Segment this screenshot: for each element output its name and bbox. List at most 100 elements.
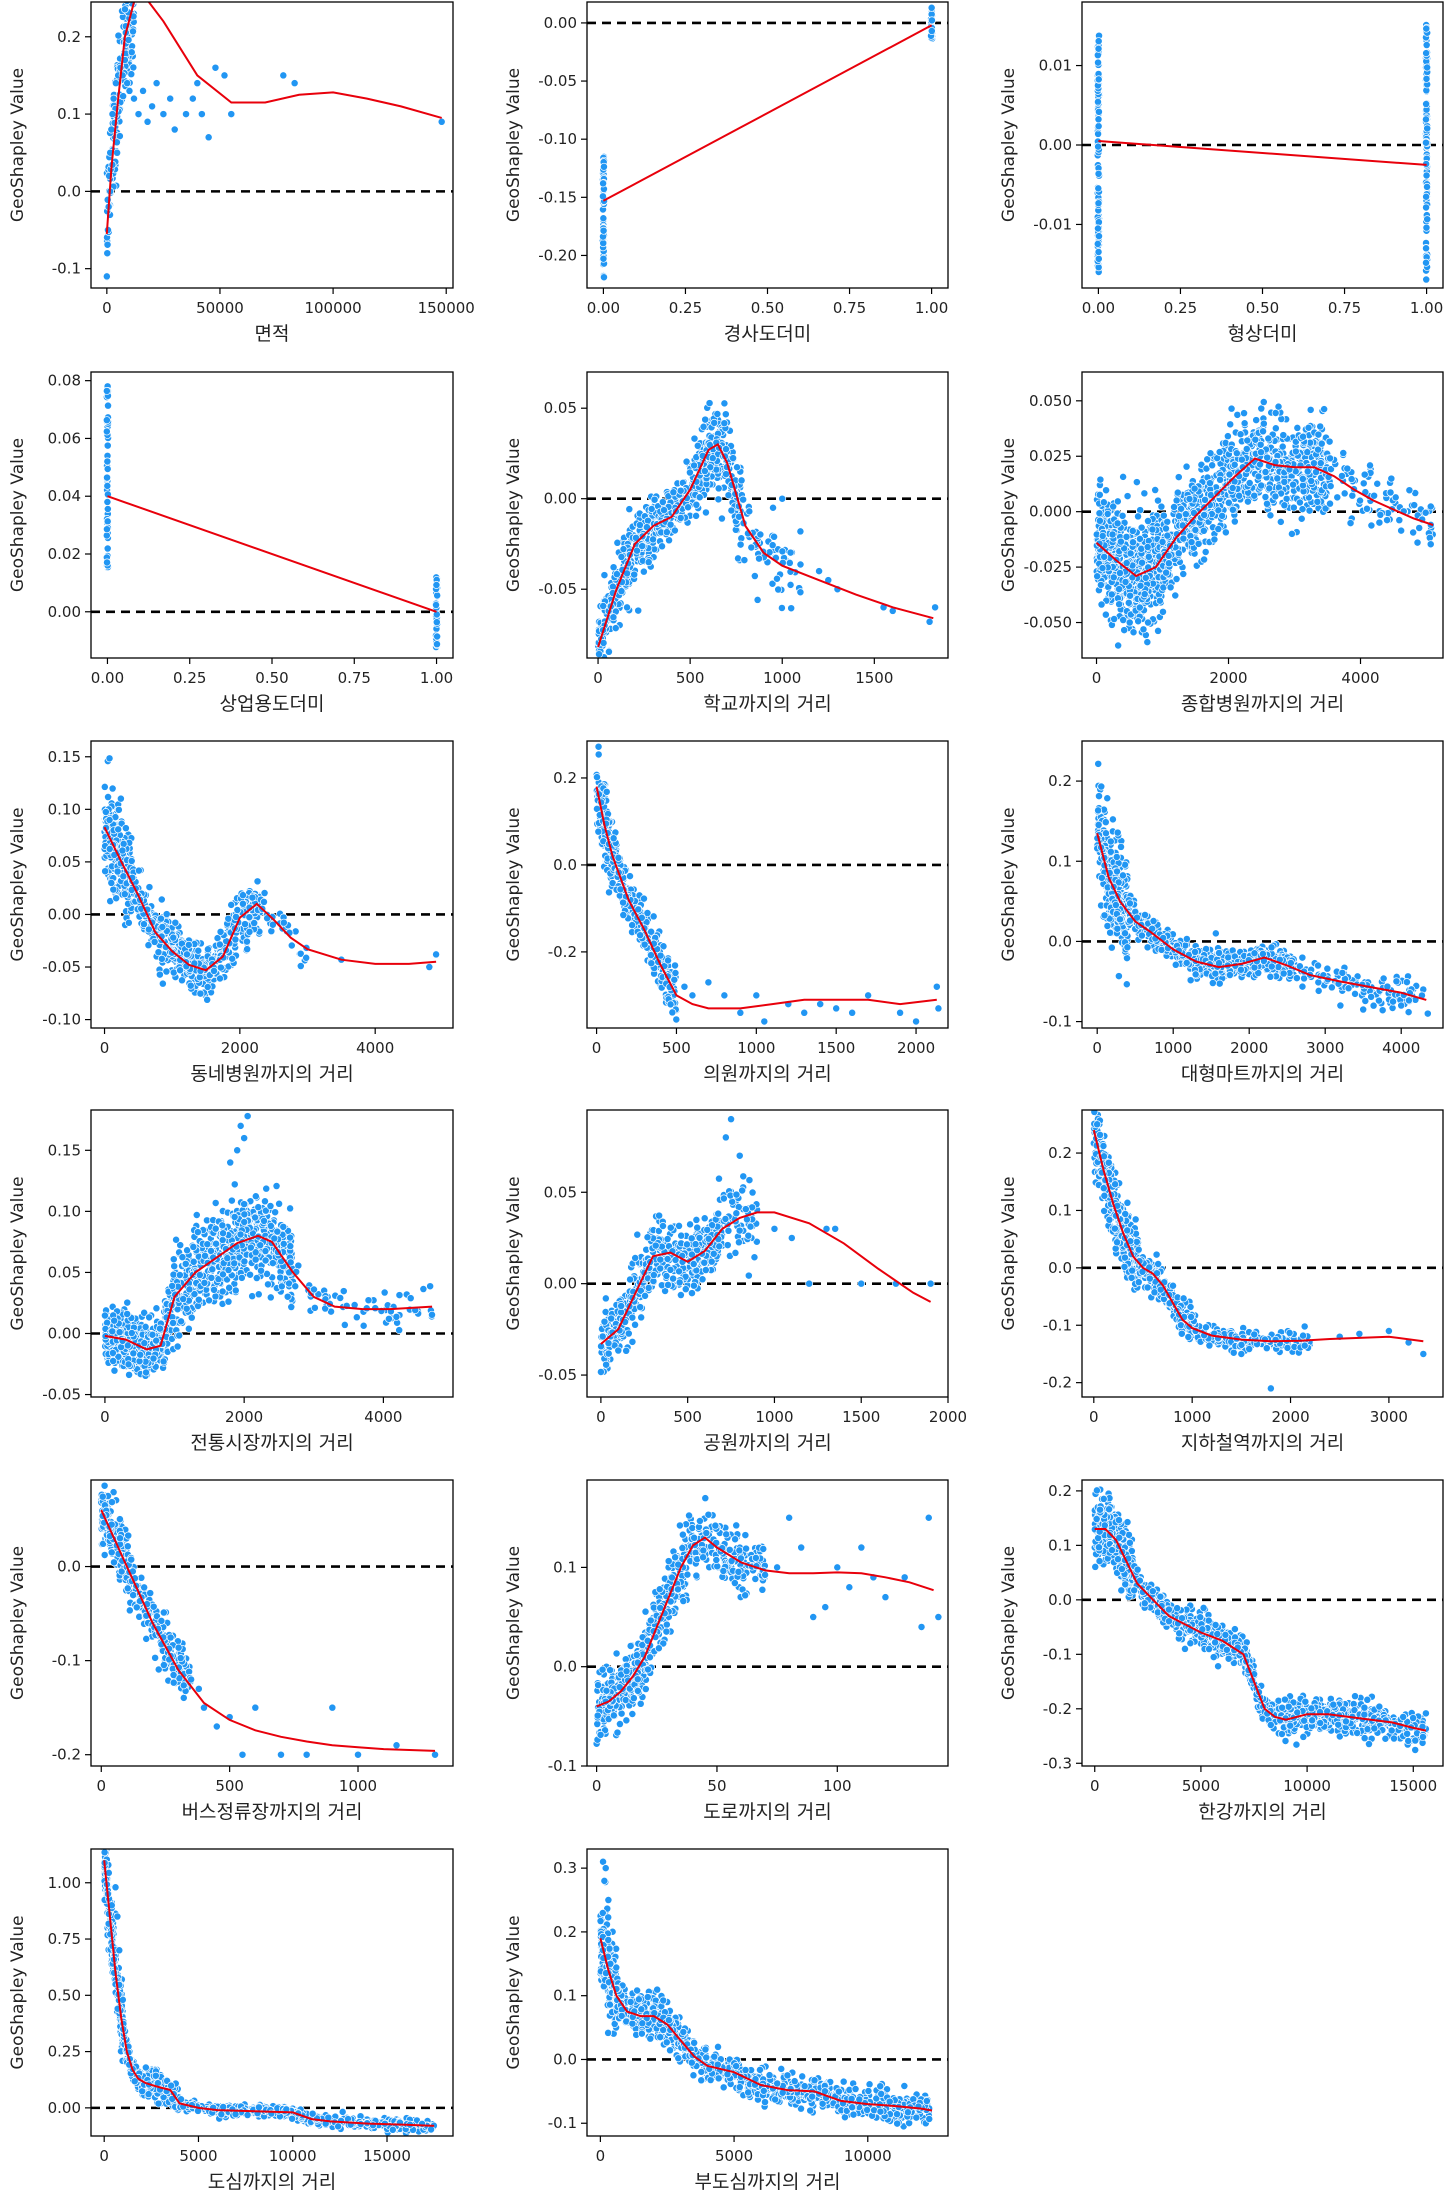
scatter-point (279, 71, 288, 80)
scatter-point (1346, 519, 1355, 528)
y-axis-label: GeoShapley Value (8, 68, 28, 222)
scatter-point (1100, 552, 1109, 561)
scatter-point (927, 16, 936, 25)
scatter-point (1162, 524, 1170, 533)
scatter-point (1172, 575, 1181, 584)
scatter-point (145, 883, 154, 892)
scatter-point (684, 503, 693, 512)
scatter-point (105, 754, 114, 763)
x-tick-label: 1.00 (420, 669, 453, 687)
scatter-point (216, 974, 224, 983)
axes-frame (586, 740, 949, 1029)
scatter-point (927, 27, 936, 35)
scatter-point (1179, 570, 1188, 578)
x-tick-label: 0 (592, 1039, 602, 1057)
x-tick-label: 0.50 (255, 669, 288, 687)
scatter-point (770, 532, 779, 541)
scatter-point (1215, 979, 1224, 988)
scatter-point (1386, 488, 1395, 497)
x-tick-label: 2000 (897, 1039, 935, 1057)
y-axis-label: GeoShapley Value (8, 807, 28, 961)
scatter-point (1113, 497, 1122, 506)
scatter-point (599, 179, 608, 188)
scatter-point (103, 544, 112, 553)
scatter-point (658, 542, 666, 551)
scatter-point (640, 894, 648, 903)
y-axis-label: GeoShapley Value (999, 438, 1019, 592)
scatter-point (1179, 534, 1188, 543)
scatter-point (1240, 409, 1248, 418)
scatter-point (1113, 828, 1122, 837)
scatter-point (144, 925, 153, 934)
scatter-point (642, 523, 651, 532)
scatter-point (1325, 437, 1334, 446)
scatter-point (432, 581, 441, 589)
scatter-point (154, 948, 163, 957)
scatter-point (103, 465, 112, 473)
x-tick-label: 0.75 (338, 669, 371, 687)
scatter-point (747, 543, 756, 552)
scatter-point (162, 967, 171, 976)
scatter-point (1228, 484, 1237, 492)
scatter-point (1261, 493, 1270, 501)
scatter-point (1347, 475, 1356, 484)
scatter-point (1264, 434, 1273, 443)
scatter-point (1094, 75, 1103, 84)
scatter-point (1134, 617, 1143, 626)
axes-frame (586, 371, 949, 659)
scatter-point (101, 808, 110, 816)
scatter-point (114, 805, 123, 814)
scatter-point (1106, 847, 1115, 856)
scatter-point (594, 827, 603, 836)
scatter-point (1162, 568, 1171, 577)
scatter-point (1413, 538, 1422, 547)
scatter-point (1415, 524, 1424, 532)
scatter-point (1113, 924, 1122, 933)
scatter-point (1236, 430, 1245, 439)
scatter-point (617, 552, 626, 561)
scatter-point (1123, 492, 1132, 501)
scatter-point (658, 498, 667, 506)
scatter-point (1190, 484, 1199, 493)
scatter-point (666, 1000, 675, 1009)
scatter-point (1106, 928, 1115, 937)
scatter-point (688, 991, 697, 1000)
scatter-point (927, 3, 936, 12)
scatter-point (599, 239, 608, 248)
scatter-point (1214, 525, 1223, 533)
scatter-point (1122, 980, 1131, 989)
y-tick-label: -0.2 (548, 943, 577, 961)
scatter-point (1126, 549, 1135, 558)
scatter-point (1313, 497, 1322, 506)
scatter-point (1271, 492, 1280, 501)
scatter-point (740, 556, 749, 565)
x-tick-label: 0.50 (1246, 299, 1279, 317)
scatter-point (1115, 585, 1124, 594)
y-tick-label: 0.00 (544, 14, 577, 32)
scatter-point (127, 857, 136, 865)
scatter-point (1144, 517, 1152, 525)
scatter-point (103, 505, 112, 513)
scatter-point (1095, 516, 1104, 525)
scatter-point (676, 513, 685, 522)
scatter-point (1148, 525, 1157, 534)
y-tick-label: 0.2 (553, 769, 577, 787)
x-tick-label: 2000 (221, 1039, 259, 1057)
scatter-point (1128, 526, 1137, 535)
scatter-point (1154, 626, 1162, 635)
scatter-point (1305, 506, 1314, 515)
scatter-point (108, 110, 117, 119)
scatter-point (720, 419, 729, 428)
scatter-point (1159, 607, 1167, 616)
scatter-point (1423, 124, 1432, 133)
plot-area (587, 742, 948, 1026)
scatter-point (1140, 590, 1149, 599)
scatter-point (1113, 519, 1122, 528)
scatter-point (1120, 626, 1129, 635)
scatter-point (1426, 540, 1435, 549)
scatter-point (433, 632, 442, 641)
scatter-point (1137, 523, 1146, 532)
y-tick-label: -0.1 (52, 260, 81, 278)
scatter-point (107, 125, 116, 134)
scatter-point (756, 530, 765, 539)
